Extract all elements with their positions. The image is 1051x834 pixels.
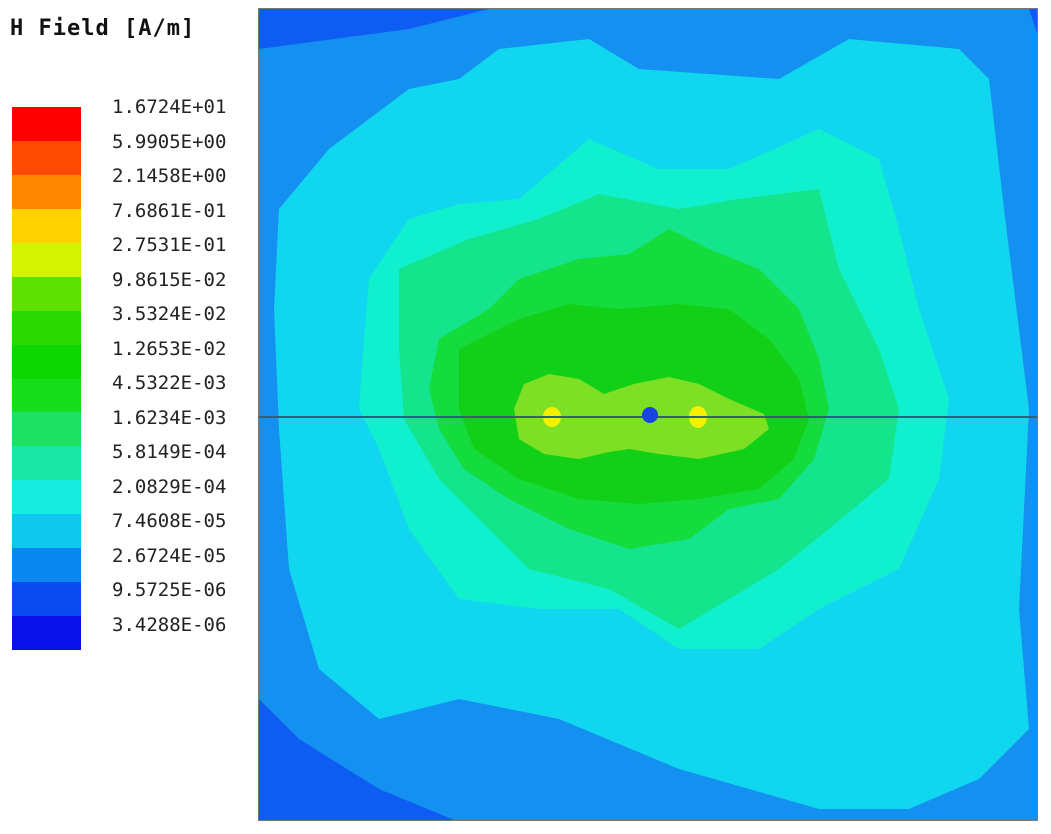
legend-swatch [12,446,81,481]
legend-swatch [12,242,81,277]
legend-label: 5.9905E+00 [112,130,227,153]
legend-swatch [12,107,81,141]
legend-label: 2.0829E-04 [112,475,227,498]
legend-label: 1.6724E+01 [112,96,227,118]
legend-swatch [12,208,81,243]
source-dot [642,407,658,423]
legend-label: 3.5324E-02 [112,303,227,325]
legend-label: 2.6724E-05 [112,544,227,567]
legend-swatch [12,480,81,515]
legend-swatch [12,514,81,549]
legend-label: 7.4608E-05 [112,510,227,532]
legend-label: 3.4288E-06 [112,613,227,636]
legend-labels: 1.6724E+01 5.9905E+00 2.1458E+00 7.6861E-01… [112,92,257,670]
legend-swatch [12,616,81,650]
h-field-contour-plot [258,8,1038,821]
legend-swatch [12,140,81,175]
legend-label: 9.8615E-02 [112,268,227,291]
legend-swatch [12,548,81,583]
legend-swatch [12,412,81,447]
legend-swatch [12,276,81,311]
contour-svg [259,9,1037,820]
legend-label: 1.2653E-02 [112,337,227,360]
legend-swatch [12,344,81,379]
legend-label: 5.8149E-04 [112,441,227,463]
legend-swatch [12,174,81,209]
legend-label: 2.1458E+00 [112,165,227,187]
legend-color-bar [12,107,81,650]
legend-label: 4.5322E-03 [112,372,227,394]
legend-label: 9.5725E-06 [112,579,227,601]
legend-label: 1.6234E-03 [112,406,227,429]
legend-label: 2.7531E-01 [112,234,227,256]
legend-swatch [12,378,81,413]
legend-label: 7.6861E-01 [112,199,227,222]
legend-swatch [12,582,81,617]
legend-title: H Field [A/m] [10,16,196,41]
legend-swatch [12,310,81,345]
